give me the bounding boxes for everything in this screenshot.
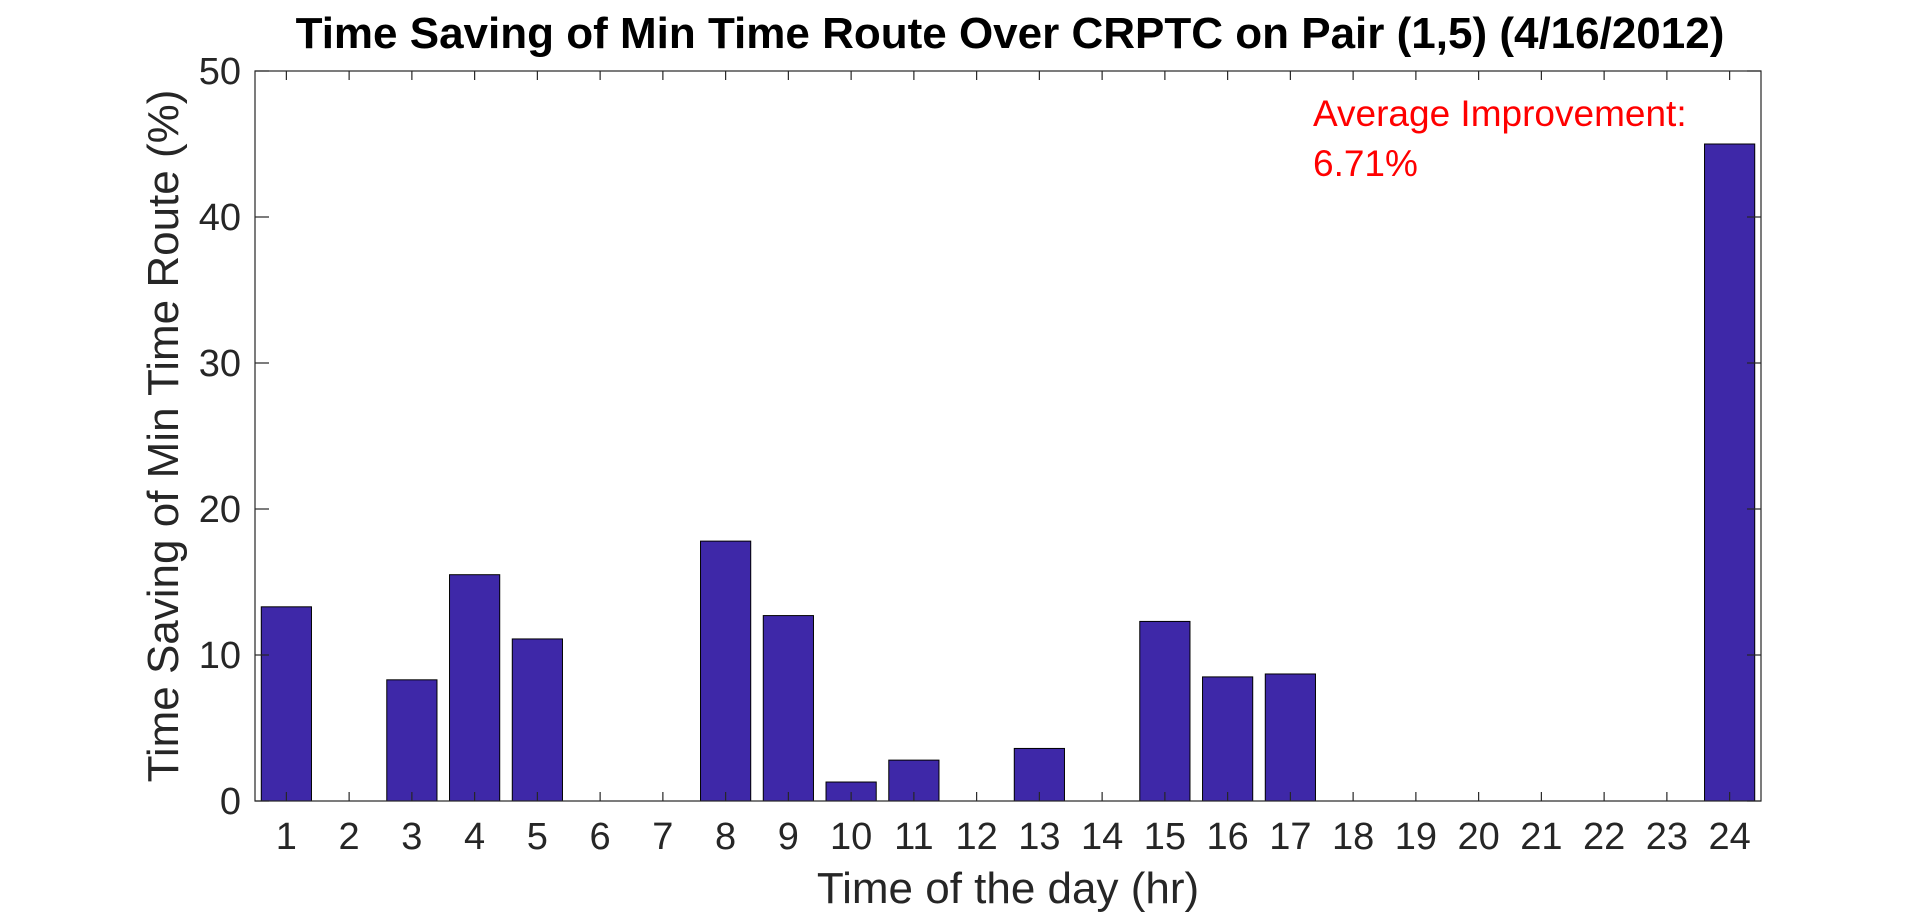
x-tick-label-14: 14 [1081,816,1123,858]
y-tick-label-0: 0 [220,781,241,823]
y-axis-label: Time Saving of Min Time Route (%) [139,90,188,783]
x-tick-label-17: 17 [1269,816,1311,858]
x-tick-label-20: 20 [1457,816,1499,858]
bar-hour-17 [1264,673,1316,802]
bar-hour-5 [511,638,563,802]
bar-hour-1 [260,606,312,802]
x-axis-label: Time of the day (hr) [817,864,1199,913]
x-tick-label-2: 2 [339,816,360,858]
y-tick-label-20: 20 [199,489,241,531]
x-tick-label-11: 11 [894,816,933,858]
y-tick-label-10: 10 [199,635,241,677]
x-tick-label-23: 23 [1646,816,1688,858]
x-tick-label-22: 22 [1583,816,1625,858]
bar-hour-4 [449,574,501,802]
x-tick-label-3: 3 [401,816,422,858]
x-tick-label-19: 19 [1395,816,1437,858]
annotation-average-label: Average Improvement: [1313,93,1687,134]
x-tick-label-7: 7 [652,816,673,858]
bar-hour-24 [1704,143,1756,802]
bar-hour-8 [700,540,752,802]
x-tick-label-13: 13 [1018,816,1060,858]
bars-layer [260,143,1756,802]
x-tick-label-18: 18 [1332,816,1374,858]
x-tick-label-5: 5 [527,816,548,858]
x-tick-label-10: 10 [830,816,872,858]
y-tick-label-40: 40 [199,197,241,239]
y-tick-label-30: 30 [199,343,241,385]
bar-hour-9 [762,615,814,802]
x-tick-label-12: 12 [955,816,997,858]
x-tick-label-1: 1 [276,816,297,858]
x-tick-label-6: 6 [590,816,611,858]
x-tick-label-24: 24 [1708,816,1750,858]
chart-title: Time Saving of Min Time Route Over CRPTC… [296,9,1725,58]
x-tick-label-4: 4 [464,816,485,858]
x-tick-label-16: 16 [1206,816,1248,858]
x-tick-label-15: 15 [1144,816,1186,858]
bar-hour-16 [1202,676,1254,802]
x-tick-label-8: 8 [715,816,736,858]
plot-area-frame [254,70,1762,802]
x-tick-label-9: 9 [778,816,799,858]
ticks-layer: 1 2 3 4 5 6 7 8 9 10 11 12 13 14 15 16 17 18 19 20 21 22 23 240… [199,51,1761,858]
x-tick-label-21: 21 [1520,816,1562,858]
y-tick-label-50: 50 [199,51,241,93]
bar-hour-15 [1139,620,1191,802]
annotation-average-value: 6.71% [1313,143,1418,184]
bar-hour-3 [386,679,438,802]
